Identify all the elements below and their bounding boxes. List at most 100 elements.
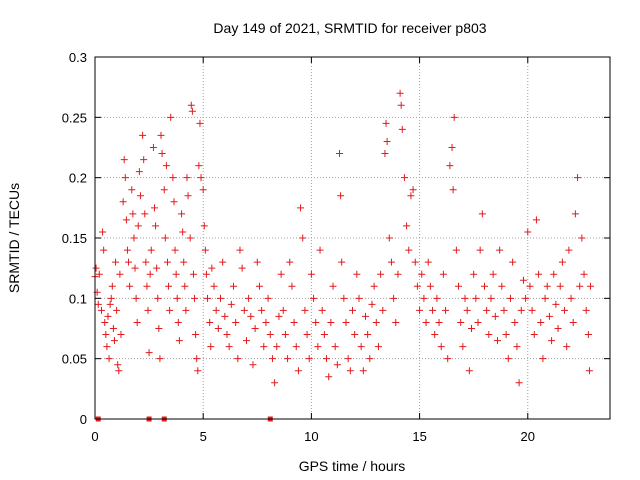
plot-frame [94,56,611,420]
data-point [476,246,484,254]
data-point [537,318,545,326]
y-tick-label: 0.1 [69,291,87,306]
data-point [208,264,216,272]
data-point [312,318,320,326]
data-point [171,246,179,254]
data-point [392,318,400,326]
data-point [383,137,391,145]
data-point [548,337,556,345]
data-point [97,306,105,314]
data-point [431,331,439,339]
data-point [366,355,374,363]
data-point [179,228,187,236]
data-point [167,113,175,121]
data-point [245,294,253,302]
data-point [433,294,441,302]
data-point [286,258,294,266]
data-point [502,331,510,339]
data-point [377,270,385,278]
data-point [455,282,463,290]
y-tick-label: 0.05 [62,352,87,367]
data-point [238,264,246,272]
data-point [472,294,480,302]
data-point [498,282,506,290]
data-point [444,355,452,363]
data-point [500,306,508,314]
data-point [149,144,157,151]
data-point [355,294,363,302]
data-point [132,294,140,302]
data-point [411,258,419,266]
data-point [569,318,577,326]
data-point [413,282,421,290]
data-point [153,264,161,272]
data-point [509,258,517,266]
data-point [275,312,283,320]
data-point [528,306,536,314]
data-point [131,264,139,272]
data-point [194,367,202,375]
y-tick-label: 0 [80,412,87,427]
data-point [288,282,296,290]
data-point [165,282,173,290]
data-point [128,186,136,194]
data-point [271,379,279,387]
data-point [120,156,128,164]
data-point [214,325,222,332]
data-point [134,222,142,230]
data-point [115,367,123,375]
data-point [207,343,215,351]
data-point [119,198,127,206]
data-point [161,234,169,242]
data-point [227,300,235,308]
data-point [197,174,205,182]
data-point [155,325,163,332]
data-point [320,331,328,339]
data-point [487,294,495,302]
data-point [253,258,261,266]
data-point [236,246,244,254]
data-point [439,270,447,278]
data-point [483,306,491,314]
y-tick-label: 0.15 [62,231,87,246]
data-point [416,306,424,314]
data-point [170,198,178,206]
data-point [104,312,112,320]
data-point [470,270,478,278]
data-point [485,331,493,339]
data-point [539,355,547,363]
data-point [294,367,302,375]
data-point [105,355,113,363]
data-point [106,300,114,308]
data-point [210,282,218,290]
data-point [556,282,564,290]
data-point [552,300,560,308]
data-point [103,343,111,351]
data-point [146,270,154,278]
data-point [173,294,181,302]
x-tick-label: 5 [200,429,207,444]
data-point [396,89,404,97]
data-point [297,204,305,212]
data-point [381,150,389,158]
data-points [91,89,595,387]
data-point [212,306,220,314]
data-point [338,258,346,266]
data-point [418,270,426,278]
data-point [567,294,575,302]
data-point [162,162,170,170]
data-point [459,343,467,351]
data-point [266,331,274,339]
data-point [122,216,130,224]
data-point [530,331,538,339]
data-point [292,343,300,351]
data-point [133,318,141,326]
data-point [182,306,190,314]
data-point [204,294,212,302]
data-point [101,318,109,326]
data-point [147,246,155,254]
data-point [109,325,117,332]
data-point [188,107,196,115]
data-point [452,246,460,254]
data-point [513,343,521,351]
